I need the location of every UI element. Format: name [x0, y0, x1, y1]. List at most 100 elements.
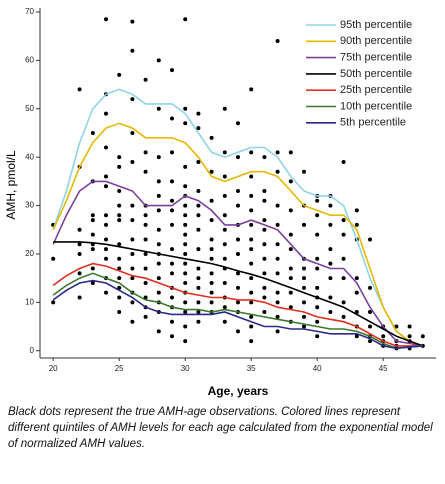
observation-dot — [170, 334, 174, 339]
observation-dot — [222, 174, 227, 179]
observation-dot — [315, 213, 320, 218]
observation-dot — [183, 17, 188, 22]
observation-dot — [407, 334, 412, 339]
observation-dot — [249, 222, 254, 227]
y-tick-label: 50 — [25, 104, 34, 113]
observation-dot — [130, 300, 135, 305]
observation-dot — [262, 218, 267, 223]
observation-dot — [170, 68, 174, 73]
observation-dot — [341, 300, 346, 305]
observation-dot — [196, 266, 201, 271]
observation-dot — [236, 121, 240, 126]
observation-dot — [249, 237, 254, 242]
observation-dot — [262, 285, 267, 290]
observation-dot — [302, 276, 306, 281]
observation-dot — [104, 145, 108, 150]
observation-dot — [183, 213, 188, 218]
observation-dot — [183, 164, 188, 169]
observation-dot — [117, 295, 122, 300]
observation-dot — [315, 198, 320, 203]
y-tick-label: 0 — [30, 346, 35, 355]
observation-dot — [315, 266, 320, 271]
y-tick-label: 20 — [25, 249, 34, 258]
observation-dot — [170, 150, 174, 155]
y-tick-label: 30 — [25, 201, 34, 210]
observation-dot — [143, 266, 148, 271]
observation-dot — [209, 271, 214, 276]
observation-dot — [170, 179, 174, 184]
observation-dot — [77, 295, 82, 300]
observation-dot — [90, 218, 95, 223]
observation-dot — [77, 271, 82, 276]
observation-dot — [354, 208, 359, 213]
legend-label: 10th percentile — [340, 100, 412, 112]
observation-dot — [249, 276, 254, 281]
observation-dot — [262, 256, 267, 261]
observation-dot — [275, 242, 280, 247]
observation-dot — [275, 271, 280, 276]
observation-dot — [222, 106, 227, 111]
observation-dot — [328, 295, 333, 300]
observation-dot — [249, 247, 254, 252]
observation-dot — [130, 203, 135, 208]
observation-dot — [209, 256, 214, 261]
observation-dot — [275, 314, 280, 319]
observation-dot — [77, 227, 82, 232]
observation-dot — [130, 218, 135, 223]
observation-dot — [249, 261, 254, 266]
observation-dot — [183, 251, 188, 256]
observation-dot — [156, 179, 161, 184]
observation-dot — [222, 256, 227, 261]
observation-dot — [156, 106, 161, 111]
observation-dot — [170, 222, 174, 227]
observation-dot — [262, 295, 267, 300]
observation-dot — [143, 169, 148, 174]
observation-dot — [90, 232, 95, 237]
observation-dot — [249, 339, 254, 344]
observation-dot — [262, 155, 267, 160]
y-tick-label: 40 — [25, 152, 34, 161]
observation-dot — [275, 203, 280, 208]
observation-dot — [183, 280, 188, 285]
observation-dot — [183, 339, 188, 344]
observation-dot — [249, 87, 254, 92]
observation-dot — [90, 130, 95, 135]
observation-dot — [222, 242, 227, 247]
observation-dot — [341, 314, 346, 319]
percentile-line — [52, 88, 424, 347]
observation-dot — [143, 77, 148, 82]
observation-dot — [143, 213, 148, 218]
observation-dot — [288, 179, 293, 184]
observation-dot — [275, 150, 280, 155]
observation-dot — [196, 213, 201, 218]
x-tick-label: 40 — [313, 364, 322, 373]
x-tick-label: 20 — [49, 364, 58, 373]
observation-dot — [117, 155, 122, 160]
observation-dot — [170, 271, 174, 276]
observation-dot — [51, 256, 56, 261]
observation-dot — [104, 17, 108, 22]
observation-dot — [236, 189, 240, 194]
observation-dot — [315, 305, 320, 310]
observation-dot — [209, 218, 214, 223]
observation-dot — [130, 97, 135, 102]
observation-dot — [222, 305, 227, 310]
observation-dot — [183, 324, 188, 329]
y-tick-label: 10 — [25, 297, 34, 306]
observation-dot — [143, 280, 148, 285]
observation-dot — [117, 72, 122, 77]
observation-dot — [90, 266, 95, 271]
observation-dot — [156, 155, 161, 160]
observation-dot — [249, 174, 254, 179]
observation-dot — [117, 203, 122, 208]
observation-dot — [275, 256, 280, 261]
observation-dot — [288, 208, 293, 213]
observation-dot — [328, 310, 333, 315]
observation-dot — [420, 334, 425, 339]
observation-dot — [196, 276, 201, 281]
observation-dot — [117, 285, 122, 290]
observation-dot — [288, 150, 293, 155]
observation-dot — [90, 280, 95, 285]
observation-dot — [196, 285, 201, 290]
observation-dot — [209, 280, 214, 285]
